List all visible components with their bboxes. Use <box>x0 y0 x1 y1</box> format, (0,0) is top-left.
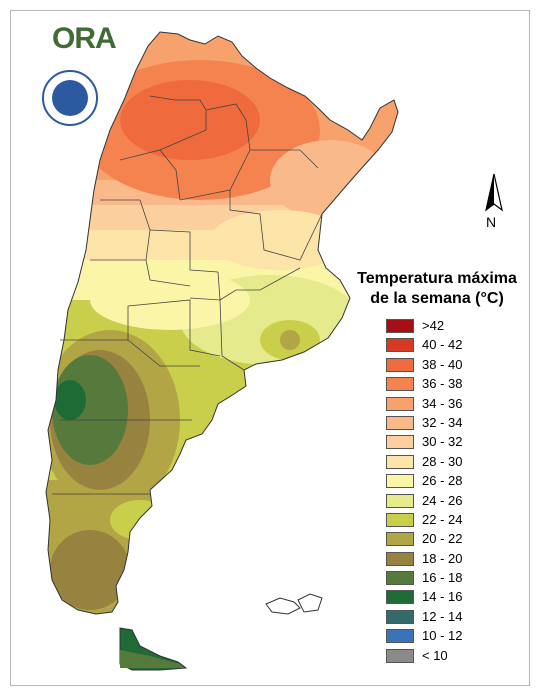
mainland-outline <box>45 31 399 615</box>
legend-swatch <box>386 396 414 411</box>
legend-label: 32 - 34 <box>422 414 463 430</box>
legend-label: 36 - 38 <box>422 376 463 392</box>
legend-swatch <box>386 319 414 333</box>
legend-swatch <box>386 629 414 644</box>
legend-swatch <box>386 609 414 624</box>
ora-logo: ORA <box>52 22 117 55</box>
legend-swatch <box>386 493 414 508</box>
legend-swatch <box>386 474 414 489</box>
legend-swatch <box>386 435 414 450</box>
legend-swatch <box>386 590 414 605</box>
legend-swatch <box>386 454 414 469</box>
smn-seal-icon <box>42 70 98 126</box>
legend-swatch <box>386 415 414 430</box>
seal-center <box>52 80 88 116</box>
legend-swatch <box>386 357 414 372</box>
legend-swatch <box>386 377 414 392</box>
north-label: N <box>486 214 497 230</box>
legend-label: 10 - 12 <box>422 628 463 644</box>
legend-title-line2: de la semana (°C) <box>370 290 504 307</box>
legend-label: 38 - 40 <box>422 356 463 372</box>
legend-label: 18 - 20 <box>422 550 463 566</box>
legend-label: 34 - 36 <box>422 395 463 411</box>
legend-title: Temperatura máxima de la semana (°C) <box>342 269 532 309</box>
legend-label: 16 - 18 <box>422 570 463 586</box>
province-boundaries <box>52 95 323 495</box>
legend-swatch <box>386 648 414 663</box>
legend-swatch <box>386 338 414 353</box>
legend-title-line1: Temperatura máxima <box>357 270 517 287</box>
tierra-del-fuego-south <box>120 650 184 668</box>
legend-swatch <box>386 512 414 527</box>
legend-label: 28 - 30 <box>422 453 463 469</box>
legend-swatch <box>386 551 414 566</box>
legend-label: 20 - 22 <box>422 531 463 547</box>
legend-label: 24 - 26 <box>422 492 463 508</box>
legend-label: 12 - 14 <box>422 608 463 624</box>
legend-swatch <box>386 532 414 547</box>
legend-label: 14 - 16 <box>422 589 463 605</box>
legend-label: 26 - 28 <box>422 473 463 489</box>
legend-label: >42 <box>422 318 445 333</box>
legend-swatch <box>386 571 414 586</box>
legend-label: 30 - 32 <box>422 434 463 450</box>
legend-label: 22 - 24 <box>422 511 463 527</box>
north-arrow-icon <box>485 173 503 212</box>
legend-label: < 10 <box>422 647 448 663</box>
legend-label: 40 - 42 <box>422 337 463 353</box>
malvinas-islands <box>265 593 323 615</box>
